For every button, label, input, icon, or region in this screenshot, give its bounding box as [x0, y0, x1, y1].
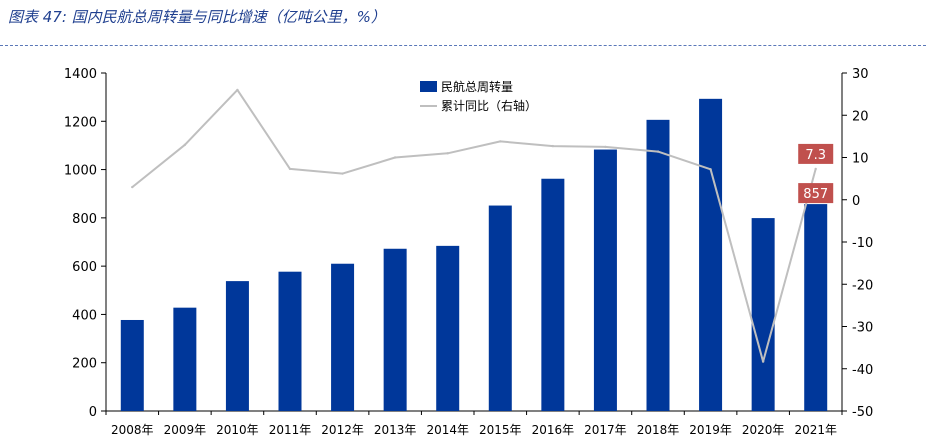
- x-tick-label: 2011年: [269, 423, 312, 437]
- figure-title: 图表 47: 国内民航总周转量与同比增速（亿吨公里，%）: [8, 8, 386, 26]
- left-tick-label: 400: [72, 308, 97, 323]
- bar: [804, 204, 828, 411]
- bar: [541, 178, 565, 411]
- line-point: [814, 167, 817, 171]
- right-tick-label: 0: [852, 194, 860, 209]
- left-tick-label: 1000: [64, 164, 97, 179]
- callout-box: [798, 183, 834, 204]
- line-point: [341, 172, 344, 175]
- left-tick-label: 1200: [64, 115, 97, 130]
- right-tick-label: -30: [852, 321, 873, 336]
- bar: [699, 98, 723, 411]
- x-tick-label: 2008年: [111, 423, 154, 437]
- x-tick-label: 2021年: [794, 423, 837, 437]
- bar: [646, 119, 670, 411]
- line-layer: [131, 88, 817, 363]
- legend-label-bar: 民航总周转量: [441, 79, 513, 94]
- line-point: [288, 167, 292, 171]
- left-tick-label: 800: [72, 212, 97, 227]
- line-point: [131, 185, 134, 189]
- bar: [331, 263, 355, 411]
- x-tick-label: 2020年: [742, 423, 785, 437]
- x-tick-label: 2009年: [164, 423, 207, 437]
- line-point: [236, 88, 239, 92]
- x-tick-label: 2015年: [479, 423, 522, 437]
- legend-swatch-bar: [420, 81, 437, 92]
- line-point: [709, 168, 712, 171]
- bar: [593, 149, 617, 412]
- x-tick-label: 2016年: [532, 423, 575, 437]
- bar: [436, 245, 460, 411]
- bar: [173, 307, 197, 411]
- legend-label-line: 累计同比（右轴）: [441, 98, 537, 113]
- left-tick-label: 0: [89, 405, 97, 420]
- bar: [751, 218, 775, 411]
- callout-box: [798, 143, 834, 164]
- bar: [225, 281, 249, 411]
- callout-label: 857: [803, 187, 828, 202]
- callouts: 7.3 857: [798, 143, 834, 204]
- left-tick-label: 200: [72, 357, 97, 372]
- callout-label: 7.3: [805, 148, 826, 163]
- x-tick-label: 2014年: [426, 423, 469, 437]
- bar: [488, 205, 512, 411]
- line-point: [761, 360, 765, 363]
- bar: [278, 271, 302, 411]
- x-tick-label: 2013年: [374, 423, 417, 437]
- line-point: [656, 150, 660, 153]
- bar: [120, 319, 144, 411]
- x-tick-label: 2012年: [321, 423, 364, 437]
- x-tick-label: 2017年: [584, 423, 627, 437]
- bar: [383, 248, 407, 411]
- line-point: [604, 145, 607, 149]
- title-divider: [0, 45, 926, 46]
- line-series: [131, 88, 817, 363]
- bars-layer: [120, 98, 828, 412]
- right-tick-label: -40: [852, 363, 873, 378]
- line-point: [393, 156, 397, 159]
- axes-layer: 0200400600800100012001400-50-40-30-20-10…: [64, 67, 873, 437]
- right-tick-label: 20: [852, 109, 869, 124]
- right-tick-label: 10: [852, 152, 869, 167]
- line-point: [499, 140, 502, 143]
- right-tick-label: 30: [852, 67, 869, 82]
- right-tick-label: -10: [852, 236, 873, 251]
- right-tick-label: -50: [852, 405, 873, 420]
- x-tick-label: 2010年: [216, 423, 259, 437]
- x-tick-label: 2019年: [689, 423, 732, 437]
- line-point: [446, 152, 449, 155]
- line-point: [551, 144, 555, 148]
- x-tick-label: 2018年: [637, 423, 680, 437]
- left-tick-label: 1400: [64, 67, 97, 82]
- right-tick-label: -20: [852, 278, 873, 293]
- line-point: [183, 143, 187, 147]
- left-tick-label: 600: [72, 260, 97, 275]
